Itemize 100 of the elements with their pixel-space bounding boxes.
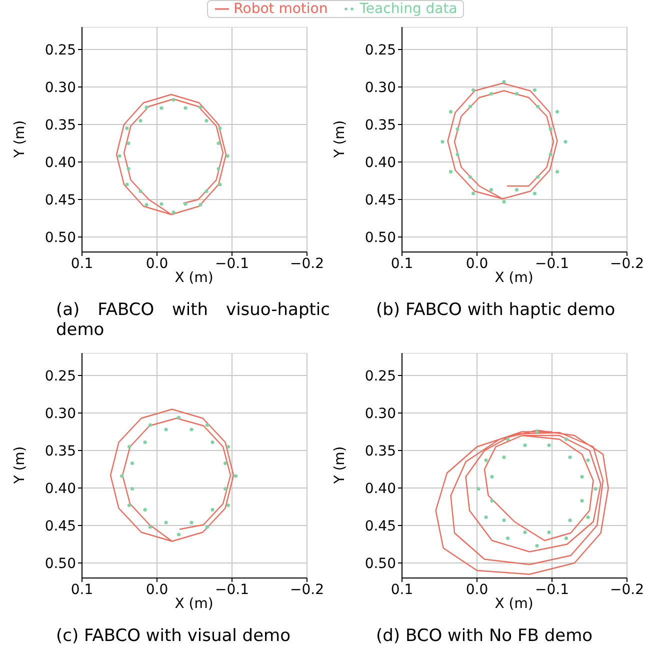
text: (d) BCO with No FB demo — [376, 626, 594, 646]
point — [586, 458, 590, 462]
point — [484, 515, 488, 520]
y-axis-title: Y (m) — [332, 446, 348, 484]
point — [594, 486, 598, 491]
point — [535, 430, 539, 434]
y-tick-label: 0.45 — [364, 192, 396, 208]
point — [506, 437, 510, 442]
y-tick-label: 0.25 — [364, 42, 396, 58]
point — [160, 202, 164, 206]
x-tick-label: 0.1 — [390, 256, 414, 272]
y-tick-label: 0.25 — [364, 368, 396, 384]
x-axis-title: X (m) — [174, 270, 214, 286]
point — [564, 140, 568, 144]
point — [130, 461, 134, 466]
point — [489, 92, 494, 96]
line-series — [435, 430, 609, 575]
point — [190, 520, 194, 524]
point — [164, 428, 168, 432]
y-axis-title: Y (m) — [332, 120, 348, 158]
point — [580, 498, 584, 503]
y-tick-label: 0.45 — [44, 518, 76, 534]
point — [548, 127, 552, 131]
point — [226, 503, 230, 508]
y-axis-title: Y (m) — [12, 446, 28, 484]
point — [468, 175, 472, 179]
point — [502, 518, 506, 522]
point — [138, 189, 142, 194]
point — [471, 192, 476, 196]
y-tick-label: 0.25 — [44, 42, 76, 58]
x-axis-title: X (m) — [494, 270, 534, 286]
point — [204, 118, 208, 123]
point — [536, 104, 540, 108]
point — [490, 474, 494, 479]
point — [586, 515, 590, 520]
point — [172, 98, 176, 102]
point — [172, 210, 176, 214]
y-tick-label: 0.50 — [364, 556, 396, 572]
y-tick-label: 0.30 — [44, 80, 76, 96]
point — [568, 518, 572, 522]
point — [223, 486, 228, 491]
point — [144, 202, 148, 207]
point — [126, 166, 130, 171]
point — [205, 525, 210, 529]
text: (b) FABCO with haptic demo — [376, 300, 616, 320]
point — [216, 166, 220, 171]
point — [144, 105, 148, 110]
point — [555, 110, 560, 114]
text: (a) FABCO with visuo-haptic demo — [56, 300, 330, 340]
x-tick-label: −0.1 — [215, 256, 249, 272]
point — [568, 455, 572, 460]
point — [536, 175, 540, 179]
point — [125, 182, 129, 186]
point — [532, 88, 537, 92]
point — [176, 532, 181, 536]
x-tick-label: 0.0 — [146, 256, 168, 272]
y-tick-label: 0.35 — [44, 117, 76, 134]
y-tick-label: 0.40 — [44, 480, 76, 497]
y-tick-label: 0.50 — [44, 556, 76, 572]
point — [176, 416, 181, 420]
y-tick-label: 0.35 — [44, 443, 76, 460]
x-axis-title: X (m) — [494, 596, 534, 612]
point — [548, 152, 552, 156]
x-axis-title: X (m) — [174, 596, 214, 612]
point — [148, 525, 152, 529]
point — [448, 110, 453, 114]
x-tick-label: −0.1 — [535, 582, 569, 598]
point — [127, 503, 132, 508]
x-tick-label: 0.1 — [70, 256, 94, 272]
point — [210, 508, 214, 512]
point — [535, 544, 539, 548]
x-tick-label: 0.1 — [70, 582, 94, 598]
point — [120, 474, 124, 478]
point — [223, 461, 228, 466]
y-tick-label: 0.50 — [44, 230, 76, 246]
point — [216, 141, 220, 146]
point — [148, 423, 152, 427]
point — [130, 486, 134, 491]
point — [164, 520, 168, 524]
point — [523, 530, 527, 534]
point — [226, 444, 230, 449]
point — [210, 440, 214, 444]
point — [456, 152, 460, 156]
point — [456, 127, 460, 131]
point — [218, 182, 222, 186]
text: (c) FABCO with visual demo — [56, 626, 292, 646]
x-tick-label: −0.2 — [290, 582, 324, 598]
point — [205, 423, 210, 427]
y-tick-label: 0.25 — [44, 368, 76, 384]
point — [580, 474, 584, 479]
y-tick-label: 0.30 — [364, 406, 396, 422]
point — [126, 141, 130, 146]
point — [547, 443, 551, 448]
y-tick-label: 0.45 — [364, 518, 396, 534]
point — [448, 170, 453, 174]
point — [204, 189, 208, 194]
point — [502, 200, 506, 204]
point — [564, 536, 568, 540]
point — [160, 106, 164, 110]
x-tick-label: 0.0 — [466, 582, 488, 598]
